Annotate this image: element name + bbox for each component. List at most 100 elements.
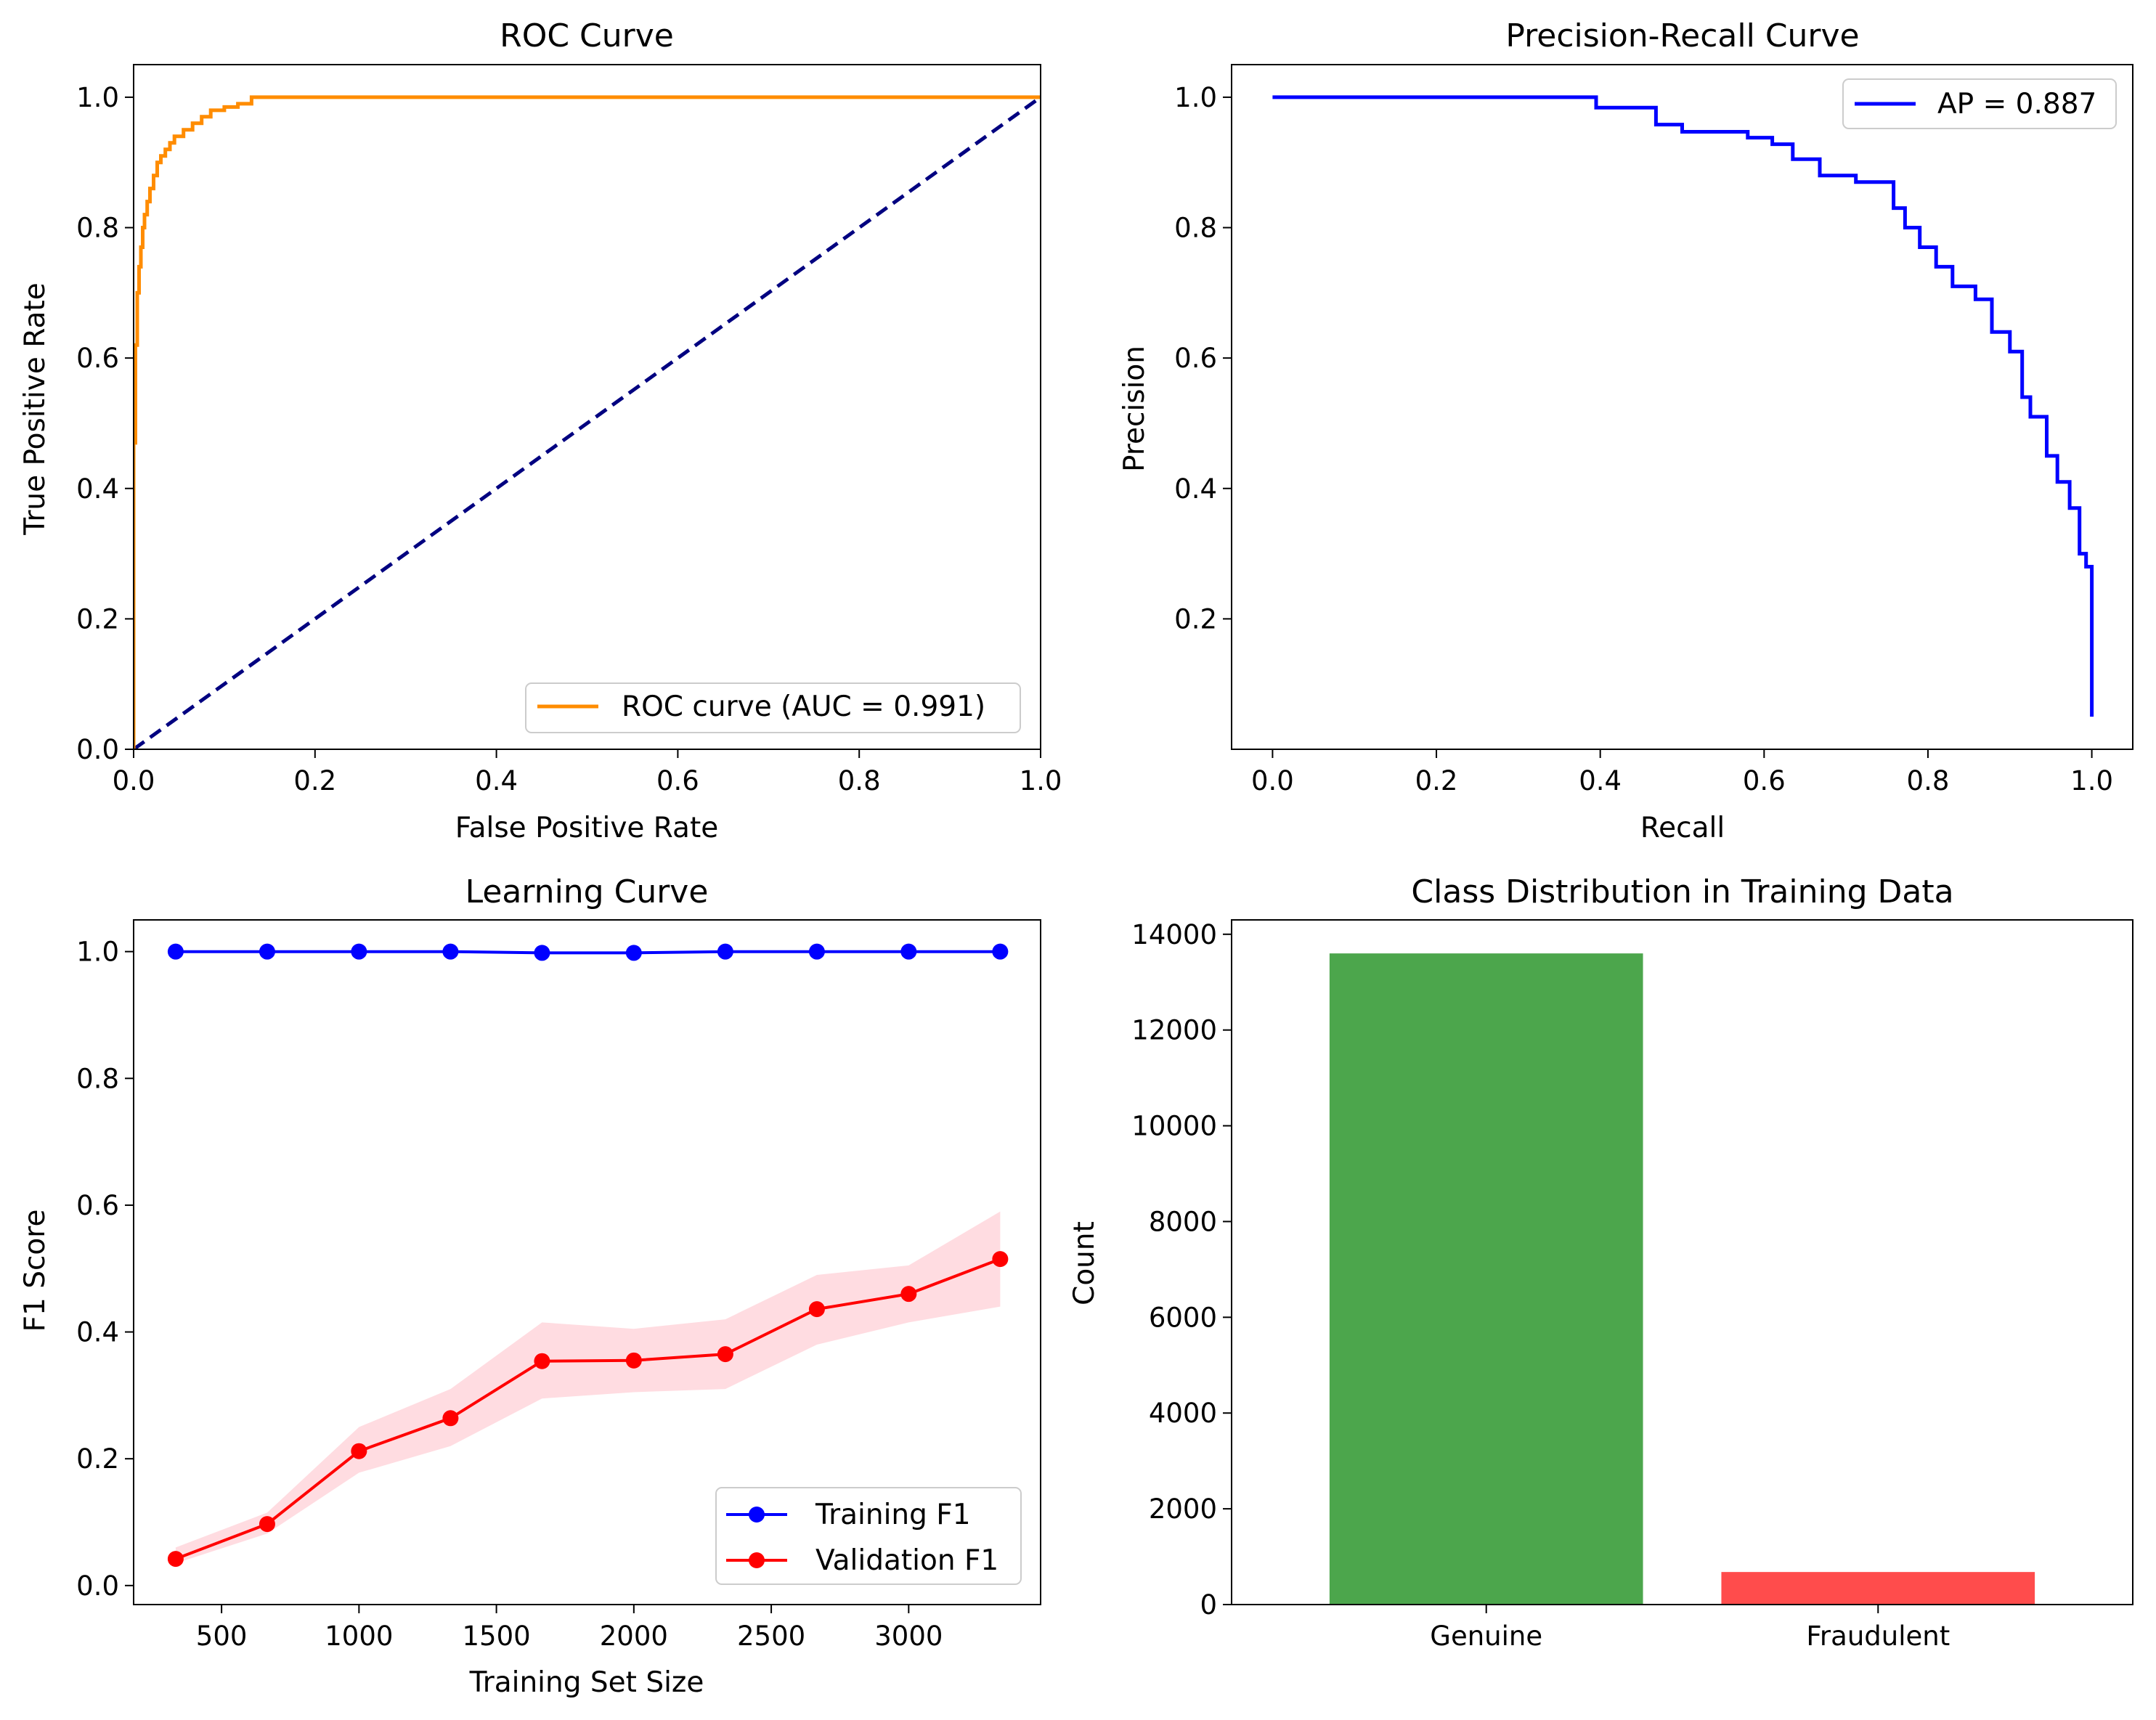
learning-x-tick-label: 1500 xyxy=(463,1621,531,1652)
learning-validation-point xyxy=(625,1352,642,1369)
roc-curve-line xyxy=(134,95,1041,749)
learning-training-line xyxy=(175,950,1001,955)
learning-x-tick-label: 2500 xyxy=(737,1621,805,1652)
pr-y-tick-label: 0.6 xyxy=(1174,343,1217,374)
pr-x-tick-label: 0.8 xyxy=(1907,765,1950,796)
pr-y-tick-label: 1.0 xyxy=(1174,82,1217,113)
pr-legend-label: AP = 0.887 xyxy=(1937,88,2096,121)
roc-chance-line xyxy=(134,95,1041,749)
learning-y-tick-label: 0.8 xyxy=(76,1063,119,1094)
roc-x-tick-label: 0.2 xyxy=(293,765,336,796)
learning-axes-frame xyxy=(133,919,1041,1605)
learning-x-tick-label: 2000 xyxy=(600,1621,668,1652)
roc-x-tick-label: 0.6 xyxy=(656,765,699,796)
learning-validation-line xyxy=(175,1258,1001,1560)
pr-y-tick-label: 0.4 xyxy=(1174,473,1217,505)
pr-x-tick-label: 0.0 xyxy=(1251,765,1294,796)
class-y-tick-label: 6000 xyxy=(1149,1302,1217,1333)
learning-x-tick-label: 3000 xyxy=(874,1621,943,1652)
learning-legend-label-validation: Validation F1 xyxy=(815,1544,998,1577)
class-y-tick-label: 10000 xyxy=(1131,1111,1217,1142)
learning-training-point xyxy=(900,943,917,960)
learning-x-tick-label: 1000 xyxy=(325,1621,393,1652)
learning-training-point xyxy=(808,943,825,960)
pr-y-axis-label: Precision xyxy=(1118,346,1151,472)
learning-panel: Learning Curve Training Set Size F1 Scor… xyxy=(19,873,1041,1699)
roc-x-axis-label: False Positive Rate xyxy=(455,812,718,844)
class-title: Class Distribution in Training Data xyxy=(1411,873,1953,910)
pr-curve-line xyxy=(1272,95,2094,717)
roc-panel: ROC Curve False Positive Rate True Posit… xyxy=(19,17,1062,844)
class-panel: Class Distribution in Training Data Coun… xyxy=(1068,873,2133,1652)
learning-y-tick-label: 0.0 xyxy=(76,1570,119,1602)
learning-y-tick-label: 0.2 xyxy=(76,1443,119,1475)
learning-legend-label-training: Training F1 xyxy=(815,1499,971,1531)
learning-x-axis-label: Training Set Size xyxy=(469,1666,704,1699)
learning-title: Learning Curve xyxy=(465,873,709,910)
roc-title: ROC Curve xyxy=(500,17,674,54)
pr-title: Precision-Recall Curve xyxy=(1505,17,1859,54)
roc-x-tick-label: 0.8 xyxy=(838,765,881,796)
learning-y-tick-label: 0.4 xyxy=(76,1317,119,1348)
roc-x-tick-label: 0.0 xyxy=(113,765,155,796)
learning-training-point xyxy=(442,943,459,960)
pr-panel: Precision-Recall Curve Recall Precision … xyxy=(1118,17,2133,844)
roc-legend: ROC curve (AUC = 0.991) xyxy=(525,682,1021,733)
class-y-axis-label: Count xyxy=(1068,1221,1101,1305)
roc-series-group xyxy=(134,95,1041,749)
learning-validation-point xyxy=(534,1353,550,1369)
learning-training-point xyxy=(259,943,275,960)
pr-x-tick-label: 1.0 xyxy=(2070,765,2113,796)
class-y-tick-label: 4000 xyxy=(1149,1398,1217,1429)
learning-validation-point xyxy=(259,1516,275,1533)
pr-plot-area: 0.0 0.2 0.4 0.6 0.8 1.0 0.2 0.4 0.6 0.8 1.0 xyxy=(1174,64,2133,796)
pr-x-tick-label: 0.4 xyxy=(1579,765,1622,796)
roc-x-tick-label: 1.0 xyxy=(1020,765,1062,796)
learning-validation-point xyxy=(808,1301,825,1318)
learning-validation-point xyxy=(717,1346,733,1363)
roc-legend-label: ROC curve (AUC = 0.991) xyxy=(622,690,985,723)
roc-y-axis-label: True Positive Rate xyxy=(19,282,52,535)
pr-legend-box xyxy=(1842,78,2117,129)
roc-legend-box xyxy=(525,682,1021,733)
class-y-tick-label: 0 xyxy=(1200,1589,1217,1621)
learning-y-axis-label: F1 Score xyxy=(19,1210,52,1332)
learning-training-point xyxy=(534,945,550,961)
learning-training-point xyxy=(351,943,367,960)
class-bar-fraudulent xyxy=(1721,1572,2035,1605)
class-y-tick-label: 2000 xyxy=(1149,1493,1217,1525)
learning-validation-point xyxy=(900,1286,917,1303)
learning-x-tick-label: 500 xyxy=(196,1621,248,1652)
pr-y-tick-label: 0.2 xyxy=(1174,603,1217,635)
roc-x-tick-label: 0.4 xyxy=(475,765,518,796)
roc-y-tick-label: 1.0 xyxy=(76,82,119,113)
class-y-tick-label: 8000 xyxy=(1149,1206,1217,1237)
roc-y-tick-label: 0.0 xyxy=(76,734,119,765)
pr-x-axis-label: Recall xyxy=(1640,812,1725,844)
pr-axes-frame xyxy=(1231,64,2133,750)
class-x-tick-label: Fraudulent xyxy=(1806,1621,1950,1652)
learning-validation-point xyxy=(167,1551,184,1568)
learning-legend-box xyxy=(715,1487,1022,1585)
learning-validation-band xyxy=(175,1211,1001,1564)
class-y-tick-label: 12000 xyxy=(1131,1015,1217,1046)
learning-validation-point xyxy=(351,1443,367,1459)
roc-y-tick-label: 0.2 xyxy=(76,603,119,635)
learning-plot-area: 500 1000 1500 2000 2500 3000 0.0 0.2 0.4 0.6 0.8 1.… xyxy=(76,919,1041,1652)
learning-legend: Training F1 Validation F1 xyxy=(715,1487,1022,1585)
learning-training-point xyxy=(717,943,733,960)
learning-validation-point xyxy=(992,1251,1009,1268)
learning-y-tick-label: 1.0 xyxy=(76,937,119,968)
learning-training-point xyxy=(625,945,642,961)
pr-x-tick-label: 0.6 xyxy=(1743,765,1786,796)
roc-axes-frame xyxy=(133,64,1041,750)
class-plot-area: Genuine Fraudulent 0 2000 4000 6000 8000 10000 1… xyxy=(1131,919,2133,1652)
class-bar-genuine xyxy=(1329,953,1643,1605)
pr-legend: AP = 0.887 xyxy=(1842,78,2117,129)
learning-legend-marker-training xyxy=(749,1507,765,1523)
class-y-tick-label: 14000 xyxy=(1131,919,1217,950)
roc-y-tick-label: 0.6 xyxy=(76,343,119,374)
learning-legend-marker-validation xyxy=(749,1552,765,1568)
roc-y-tick-label: 0.8 xyxy=(76,213,119,244)
